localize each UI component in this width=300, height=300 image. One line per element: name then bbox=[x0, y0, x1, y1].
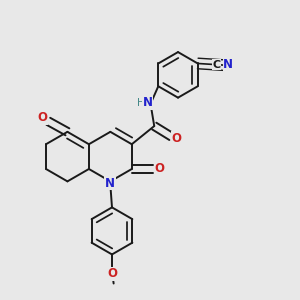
Text: O: O bbox=[172, 132, 182, 145]
Text: O: O bbox=[107, 267, 117, 280]
Text: O: O bbox=[155, 163, 165, 176]
Text: H: H bbox=[136, 98, 144, 108]
Text: N: N bbox=[142, 96, 153, 110]
Text: N: N bbox=[223, 58, 233, 71]
Text: O: O bbox=[37, 112, 47, 124]
Text: C: C bbox=[212, 60, 220, 70]
Text: N: N bbox=[105, 177, 115, 190]
